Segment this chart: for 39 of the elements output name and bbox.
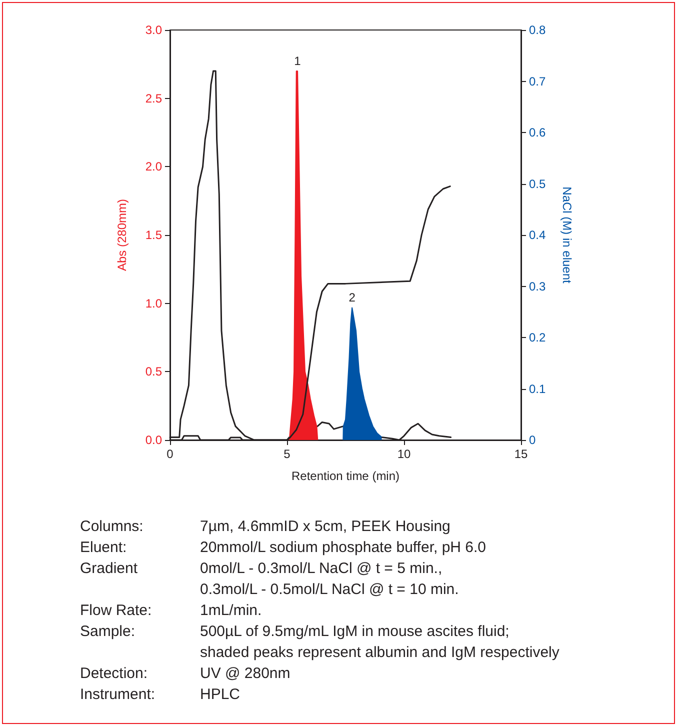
y-tick-label: 3.0 bbox=[145, 23, 162, 37]
text: Sample: bbox=[80, 622, 136, 642]
annotation: 1 bbox=[294, 54, 302, 68]
text: Flow Rate: bbox=[80, 601, 153, 621]
y-tick-label: 0.0 bbox=[145, 433, 162, 447]
y2-tick-label: 0.1 bbox=[529, 382, 546, 396]
text: 1mL/min. bbox=[200, 601, 262, 621]
text: 7µm, 4.6mmID x 5cm, PEEK Housing bbox=[200, 517, 450, 537]
text: Columns: bbox=[80, 517, 144, 537]
x-tick-label: 5 bbox=[284, 447, 291, 461]
y2-tick-label: 0.7 bbox=[529, 74, 546, 88]
text: HPLC bbox=[200, 685, 240, 705]
text: 500µL of 9.5mg/mL IgM in mouse ascites fluid; shaded peaks represent albumin and IgM respectively bbox=[200, 622, 560, 663]
text: Eluent: bbox=[80, 538, 128, 558]
y2-axis-title: NaCl (M) in eluent bbox=[560, 186, 574, 284]
y-tick-label: 0.5 bbox=[145, 364, 162, 379]
y2-tick-label: 0.3 bbox=[529, 279, 546, 294]
text: 20mmol/L sodium phosphate buffer, pH 6.0 bbox=[200, 538, 486, 558]
y2-tick-label: 0.8 bbox=[529, 23, 546, 37]
x-tick-label: 15 bbox=[514, 447, 528, 461]
y-axis-title: Abs (280mm) bbox=[115, 198, 129, 272]
y2-tick-label: 0.5 bbox=[529, 176, 546, 191]
annotation: 2 bbox=[348, 290, 356, 304]
y2-tick-label: 0 bbox=[529, 433, 536, 447]
text: Instrument: bbox=[80, 685, 156, 705]
y-tick-label: 1.5 bbox=[145, 228, 162, 242]
y-tick-label: 2.0 bbox=[145, 160, 162, 174]
text: Gradient bbox=[80, 559, 139, 579]
text: 0mol/L - 0.3mol/L NaCl @ t = 5 min., 0.3mol/L - 0.5mol/L NaCl @ t = 10 min. bbox=[200, 559, 459, 600]
x-tick-label: 0 bbox=[166, 447, 174, 461]
x-axis-title: Retention time (min) bbox=[291, 469, 400, 483]
x-tick-label: 10 bbox=[397, 447, 411, 461]
y2-tick-label: 0.2 bbox=[529, 330, 546, 344]
y2-tick-label: 0.6 bbox=[529, 126, 546, 140]
y-tick-label: 2.5 bbox=[145, 91, 162, 106]
text: Detection: bbox=[80, 664, 149, 684]
y2-tick-label: 0.4 bbox=[529, 228, 546, 242]
text: UV @ 280nm bbox=[200, 664, 290, 684]
y-tick-label: 1.0 bbox=[145, 296, 162, 310]
